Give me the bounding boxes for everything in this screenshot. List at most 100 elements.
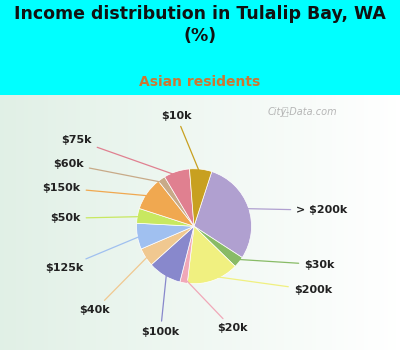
Bar [104,94,108,350]
Wedge shape [139,181,194,226]
Bar [116,94,120,350]
Bar [220,94,224,350]
Bar [108,94,112,350]
Bar [288,94,292,350]
Bar [168,94,172,350]
Text: ⓘ: ⓘ [282,107,288,117]
Bar [156,94,160,350]
Bar [84,94,88,350]
Bar [396,94,400,350]
Bar [256,94,260,350]
Bar [312,94,316,350]
Bar [0,94,4,350]
Bar [172,94,176,350]
Bar [356,94,360,350]
Bar [308,94,312,350]
Bar [4,94,8,350]
Bar [60,94,64,350]
Bar [92,94,96,350]
Bar [72,94,76,350]
Bar [180,94,184,350]
Bar [32,94,36,350]
Bar [272,94,276,350]
Bar [56,94,60,350]
Text: Income distribution in Tulalip Bay, WA
(%): Income distribution in Tulalip Bay, WA (… [14,5,386,46]
Text: $40k: $40k [80,257,148,315]
Bar [44,94,48,350]
Bar [320,94,324,350]
Text: $60k: $60k [53,159,161,182]
Bar [300,94,304,350]
Text: $10k: $10k [161,111,199,171]
Bar [384,94,388,350]
Bar [268,94,272,350]
Bar [216,94,220,350]
Bar [176,94,180,350]
Text: $200k: $200k [214,276,332,295]
Wedge shape [190,169,212,226]
Bar [304,94,308,350]
Bar [364,94,368,350]
Bar [128,94,132,350]
Bar [360,94,364,350]
Bar [196,94,200,350]
Bar [280,94,284,350]
Bar [260,94,264,350]
Wedge shape [151,226,194,282]
Bar [132,94,136,350]
Text: > $200k: > $200k [247,205,348,215]
Bar [64,94,68,350]
Bar [16,94,20,350]
Bar [368,94,372,350]
Bar [388,94,392,350]
Bar [248,94,252,350]
Bar [328,94,332,350]
Bar [244,94,248,350]
Bar [336,94,340,350]
Bar [380,94,384,350]
Text: $20k: $20k [186,280,248,334]
Text: $125k: $125k [46,237,139,273]
Bar [344,94,348,350]
Wedge shape [194,226,242,266]
Wedge shape [187,226,235,284]
Bar [148,94,152,350]
Bar [284,94,288,350]
Bar [324,94,328,350]
Bar [232,94,236,350]
Bar [12,94,16,350]
Bar [252,94,256,350]
Bar [36,94,40,350]
Bar [124,94,128,350]
Bar [40,94,44,350]
Text: $150k: $150k [42,183,148,196]
Bar [224,94,228,350]
Bar [204,94,208,350]
Wedge shape [141,226,194,265]
Bar [332,94,336,350]
Bar [340,94,344,350]
Bar [392,94,396,350]
Bar [88,94,92,350]
Bar [76,94,80,350]
Wedge shape [180,226,194,284]
Bar [112,94,116,350]
Bar [68,94,72,350]
Bar [212,94,216,350]
Bar [144,94,148,350]
Bar [228,94,232,350]
Bar [292,94,296,350]
Bar [8,94,12,350]
Bar [192,94,196,350]
Bar [240,94,244,350]
Bar [164,94,168,350]
Bar [48,94,52,350]
Bar [184,94,188,350]
Bar [200,94,204,350]
Wedge shape [165,169,194,226]
Text: $100k: $100k [142,274,180,337]
Bar [376,94,380,350]
Bar [316,94,320,350]
Bar [120,94,124,350]
Wedge shape [158,177,194,226]
